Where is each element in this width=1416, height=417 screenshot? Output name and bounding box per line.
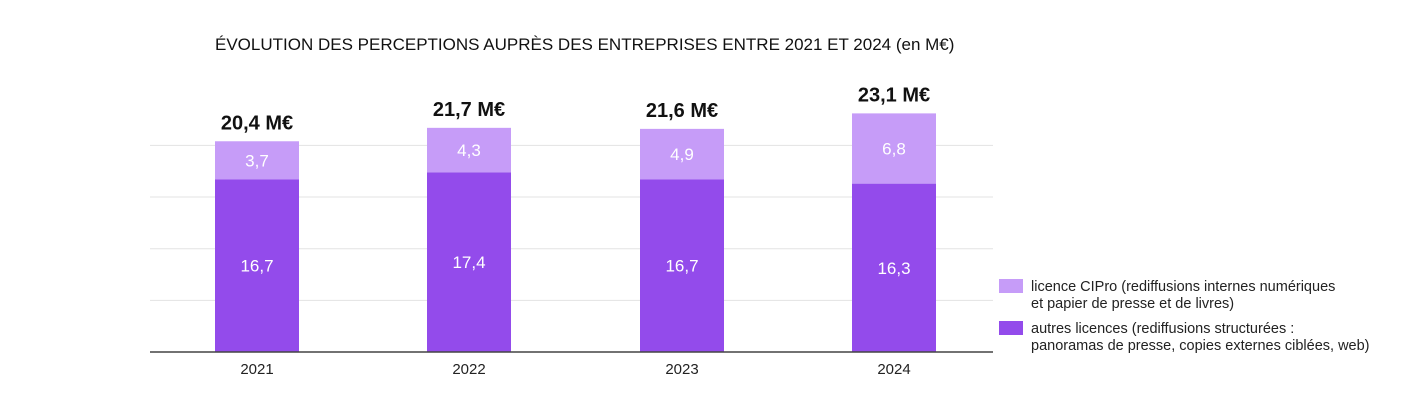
bar-segment-autres-licences: [640, 179, 724, 352]
bar-segment-autres-licences: [427, 172, 511, 352]
legend-label: panoramas de presse, copies externes cib…: [1031, 338, 1370, 354]
bar-segment-licence-cipro: [427, 127, 511, 173]
bar-segment-autres-licences: [852, 183, 936, 352]
legend-label: licence CIPro (rediffusions internes num…: [1031, 279, 1335, 295]
bars: [215, 113, 936, 352]
segment-value-label: 16,7: [240, 257, 273, 276]
chart-title: ÉVOLUTION DES PERCEPTIONS AUPRÈS DES ENT…: [215, 35, 954, 54]
legend-label: et papier de presse et de livres): [1031, 296, 1234, 312]
total-label: 21,7 M€: [433, 99, 505, 121]
bar-segment-licence-cipro: [852, 113, 936, 184]
data-labels: 16,7 3,7 20,4 M€ 17,4 4,3 21,7 M€ 16,7 4,9 21,6 …: [221, 84, 930, 277]
segment-value-label: 3,7: [245, 151, 269, 170]
total-label: 23,1 M€: [858, 84, 930, 106]
x-tick-label: 2024: [877, 361, 910, 378]
segment-value-label: 17,4: [452, 253, 485, 272]
segment-value-label: 16,3: [877, 259, 910, 278]
legend: licence CIPro (rediffusions internes num…: [999, 279, 1370, 354]
legend-swatch: [999, 321, 1023, 335]
segment-value-label: 16,7: [665, 257, 698, 276]
bar-segment-licence-cipro: [215, 141, 299, 180]
segment-value-label: 4,9: [670, 145, 694, 164]
segment-value-label: 4,3: [457, 141, 481, 160]
x-axis: 2021 2022 2023 2024: [150, 351, 993, 378]
x-tick-label: 2023: [665, 361, 698, 378]
segment-value-label: 6,8: [882, 139, 906, 158]
legend-label: autres licences (rediffusions structurée…: [1031, 321, 1294, 337]
legend-swatch: [999, 279, 1023, 293]
x-tick-label: 2021: [240, 361, 273, 378]
total-label: 20,4 M€: [221, 112, 293, 134]
total-label: 21,6 M€: [646, 100, 718, 122]
bar-segment-autres-licences: [215, 179, 299, 352]
x-tick-label: 2022: [452, 361, 485, 378]
bar-segment-licence-cipro: [640, 128, 724, 180]
